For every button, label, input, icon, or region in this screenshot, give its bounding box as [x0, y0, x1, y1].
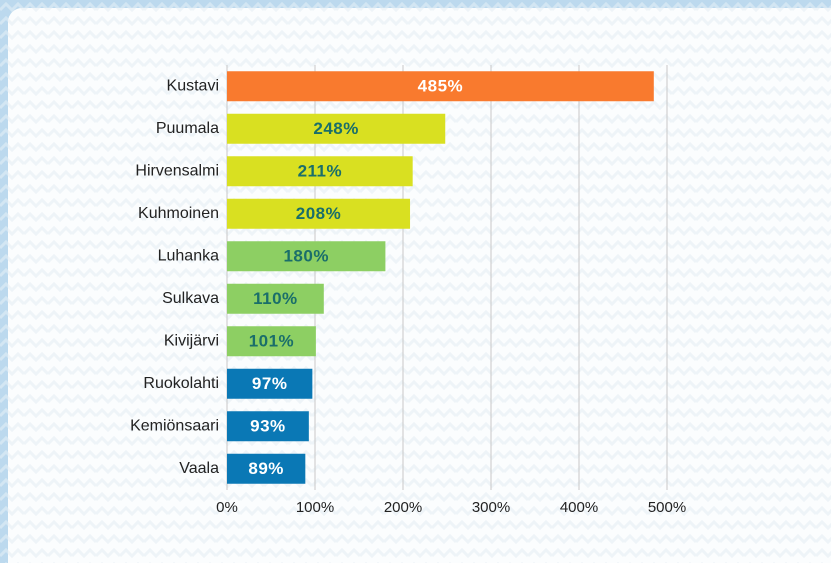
x-tick-label: 400% — [560, 499, 598, 516]
bar — [227, 283, 324, 314]
bar — [227, 368, 313, 399]
bar — [227, 411, 309, 442]
category-label: Hirvensalmi — [135, 162, 219, 179]
category-label: Vaala — [179, 460, 219, 477]
value-label: 208% — [296, 204, 341, 223]
bar — [227, 326, 316, 357]
value-label: 89% — [248, 459, 284, 478]
value-label: 180% — [283, 247, 328, 266]
bar — [227, 241, 386, 272]
category-label: Sulkava — [162, 290, 219, 307]
category-label: Puumala — [156, 120, 219, 137]
bar — [227, 198, 411, 229]
bar — [227, 113, 446, 144]
x-tick-label: 300% — [472, 499, 510, 516]
category-label: Kivijärvi — [164, 332, 219, 349]
bar — [227, 156, 413, 187]
category-label: Ruokolahti — [143, 375, 219, 392]
x-tick-label: 500% — [648, 499, 686, 516]
value-label: 97% — [252, 374, 288, 393]
category-label: Kustavi — [167, 77, 219, 94]
category-label: Luhanka — [158, 247, 219, 264]
value-label: 110% — [253, 289, 298, 308]
value-label: 101% — [249, 332, 294, 351]
x-tick-label: 200% — [384, 499, 422, 516]
card-pattern — [8, 8, 831, 568]
x-tick-label: 100% — [296, 499, 334, 516]
category-label: Kemiönsaari — [130, 417, 219, 434]
x-tick-label: 0% — [216, 499, 238, 516]
value-label: 485% — [418, 77, 463, 96]
value-label: 248% — [313, 119, 358, 138]
category-label: Kuhmoinen — [138, 205, 219, 222]
bar — [227, 453, 306, 484]
bar — [227, 71, 654, 102]
value-label: 211% — [298, 162, 343, 181]
value-label: 93% — [250, 417, 286, 436]
